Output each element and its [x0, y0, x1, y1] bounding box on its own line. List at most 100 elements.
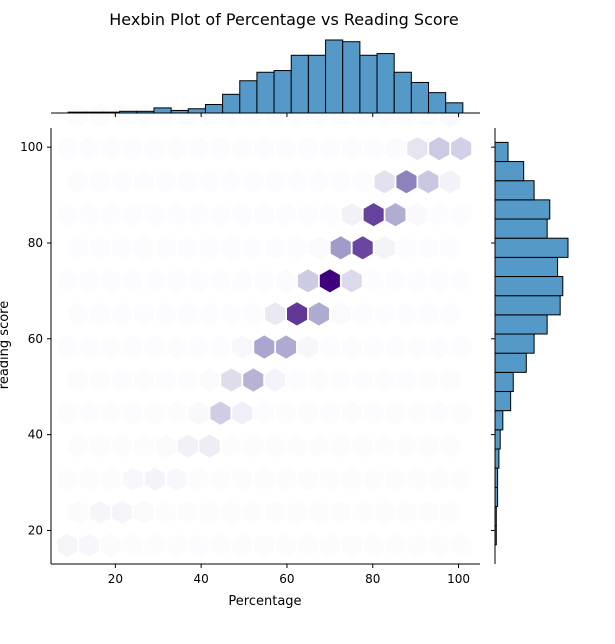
hexbin-layer	[57, 103, 472, 557]
hexbin-cell	[385, 137, 406, 161]
hexbin-cell	[177, 103, 198, 128]
hexbin-cell	[341, 203, 362, 227]
hexbin-cell	[352, 236, 373, 260]
hexbin-cell	[374, 500, 395, 524]
y-hist-bar	[494, 161, 525, 182]
hexbin-cell	[155, 500, 176, 524]
hexbin-cell	[79, 467, 100, 491]
hexbin-cell	[243, 236, 264, 260]
hexbin-cell	[188, 401, 209, 425]
hexbin-cell	[374, 302, 395, 326]
y-hist-bar	[494, 410, 504, 431]
hexbin-cell	[144, 533, 165, 557]
hexbin-cell	[101, 137, 122, 161]
hexbin-cell	[429, 467, 450, 491]
hexbin-cell	[451, 137, 472, 161]
hexbin-cell	[341, 401, 362, 425]
hexbin-cell	[374, 170, 395, 194]
hexbin-cell	[243, 500, 264, 524]
hexbin-cell	[166, 335, 187, 359]
hexbin-cell	[177, 434, 198, 458]
hexbin-cell	[308, 368, 329, 392]
x-hist-bar	[204, 104, 224, 114]
hexbin-cell	[90, 170, 111, 194]
hexbin-cell	[308, 434, 329, 458]
hexbin-cell	[221, 302, 242, 326]
x-hist-bar	[84, 111, 103, 114]
hexbin-cell	[330, 368, 351, 392]
hexbin-cell	[440, 500, 461, 524]
hexbin-cell	[440, 170, 461, 194]
hexbin-cell	[199, 368, 220, 392]
hexbin-cell	[79, 335, 100, 359]
hexbin-cell	[319, 533, 340, 557]
hexbin-cell	[155, 170, 176, 194]
hexbin-cell	[90, 368, 111, 392]
hexbin-cell	[57, 401, 78, 425]
hexbin-cell	[363, 137, 384, 161]
hexbin-cell	[451, 335, 472, 359]
hexbin-cell	[451, 269, 472, 293]
hexbin-cell	[144, 401, 165, 425]
y-axis-label: reading score	[0, 301, 12, 389]
x-tick-label: 60	[279, 572, 294, 586]
hexbin-cell	[144, 137, 165, 161]
hexbin-cell	[287, 170, 308, 194]
hexbin-cell	[254, 203, 275, 227]
hexbin-cell	[352, 368, 373, 392]
hexbin-cell	[90, 302, 111, 326]
hexbin-cell	[341, 533, 362, 557]
x-hist-bar	[376, 53, 395, 114]
hexbin-cell	[166, 269, 187, 293]
hexbin-cell	[254, 401, 275, 425]
hexbin-cell	[276, 533, 297, 557]
hexbin-cell	[232, 335, 253, 359]
hexbin-cell	[363, 203, 384, 227]
hexbin-cell	[276, 401, 297, 425]
hexbin-cell	[319, 335, 340, 359]
y-hist-bar	[494, 256, 559, 278]
hexbin-cell	[243, 302, 264, 326]
hexbin-cell	[112, 500, 132, 524]
hexbin-cell	[287, 434, 308, 458]
hexbin-cell	[177, 302, 198, 326]
hexbin-cell	[122, 533, 143, 557]
x-hist-bar	[101, 111, 121, 114]
hexbin-cell	[210, 467, 231, 491]
hexbin-cell	[352, 170, 373, 194]
hexbin-cell	[429, 137, 450, 161]
hexbin-cell	[68, 500, 89, 524]
hexbin-cell	[199, 236, 220, 260]
hexbin-cell	[155, 368, 176, 392]
hexbin-cell	[90, 434, 111, 458]
hexbin-cell	[287, 500, 308, 524]
x-hist-bar	[359, 54, 378, 114]
hexbin-cell	[451, 401, 472, 425]
hexbin-cell	[133, 302, 154, 326]
hexbin-cell	[396, 434, 417, 458]
hexbin-cell	[144, 335, 165, 359]
hexbin-cell	[396, 236, 417, 260]
hexbin-cell	[133, 236, 154, 260]
y-hist-bar	[494, 352, 527, 373]
hexbin-cell	[319, 467, 340, 491]
x-hist-bar	[342, 41, 361, 114]
y-hist-bar	[494, 180, 535, 201]
y-hist-bar	[494, 237, 569, 258]
hexbin-cell	[407, 203, 428, 227]
x-hist-bar	[67, 111, 86, 114]
hexbin-cell	[112, 368, 132, 392]
y-hist-bar	[494, 371, 514, 393]
hexbin-cell	[210, 203, 231, 227]
y-hist-bar	[494, 295, 561, 316]
hexbin-cell	[232, 401, 253, 425]
hexbin-cell	[265, 302, 286, 326]
x-tick-label: 40	[194, 572, 209, 586]
y-hist-bar	[494, 525, 497, 546]
y-tick-label: 20	[28, 523, 43, 537]
hexbin-cell	[265, 434, 286, 458]
hexbin-cell	[385, 269, 406, 293]
y-hist-bar	[494, 506, 497, 527]
hexbin-cell	[210, 533, 231, 557]
